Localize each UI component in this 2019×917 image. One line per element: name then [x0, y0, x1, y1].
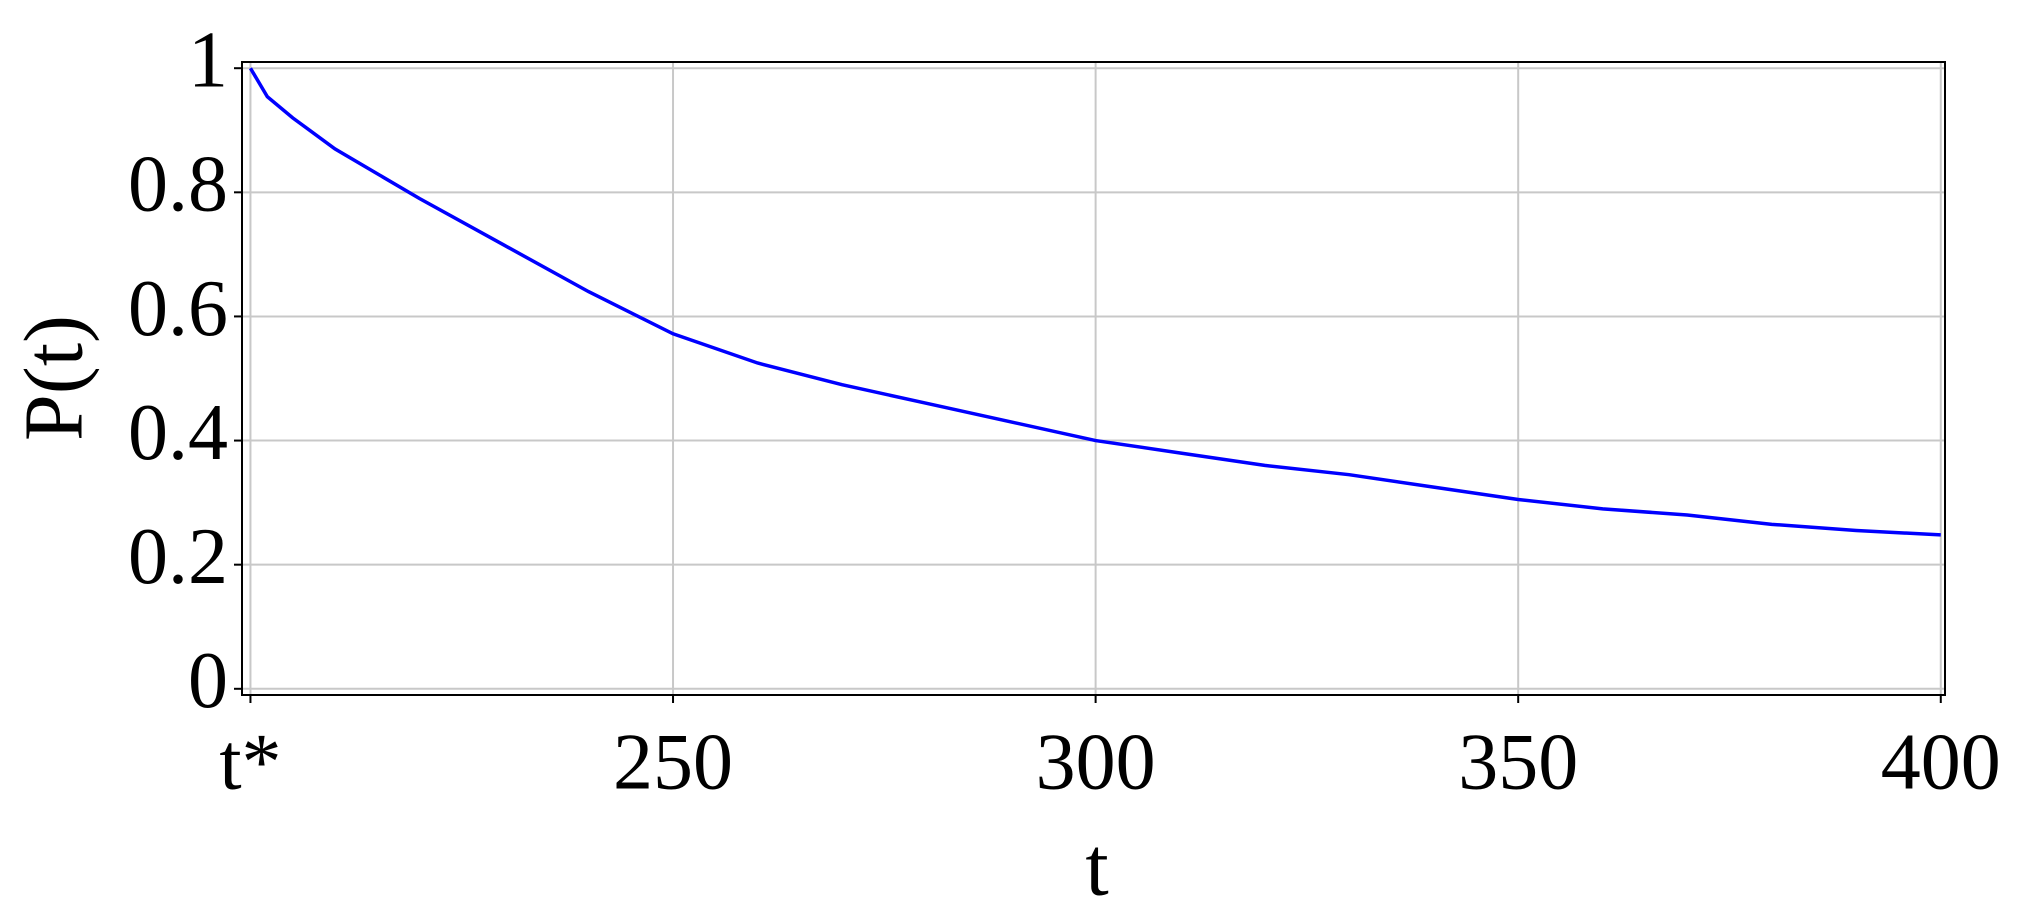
x-tick-label: 400 [1881, 718, 2001, 806]
y-tick-label: 0.8 [128, 141, 228, 229]
y-tick-label: 1 [188, 17, 228, 105]
x-tick-label: 350 [1458, 718, 1578, 806]
y-axis-label: P(t) [7, 315, 100, 441]
x-axis-label: t [1085, 820, 1108, 913]
x-tick-label: 300 [1036, 718, 1156, 806]
x-tick-label: 250 [613, 718, 733, 806]
plot-frame [241, 61, 1946, 696]
line-series [248, 67, 1941, 537]
y-tick-label: 0.4 [128, 389, 228, 477]
y-tick-label: 0.2 [128, 513, 228, 601]
y-tick-label: 0 [188, 637, 228, 725]
x-tick-label: t* [219, 718, 281, 806]
y-tick-label: 0.6 [128, 265, 228, 353]
